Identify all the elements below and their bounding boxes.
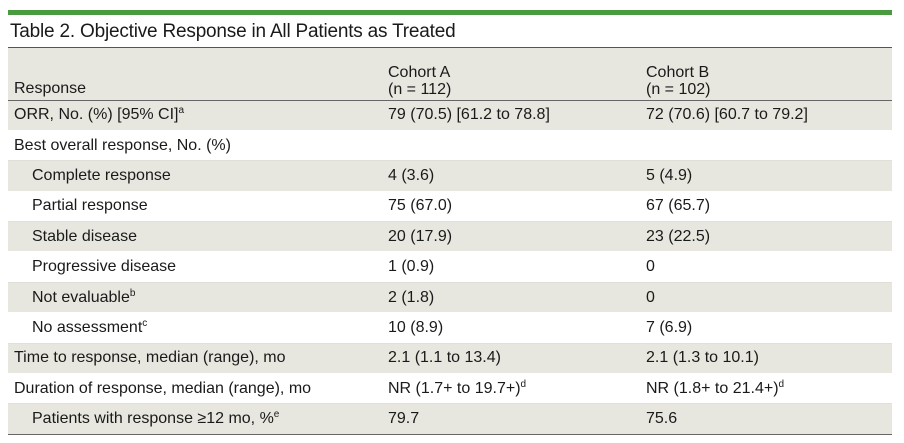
row-label-text: Partial response [32, 197, 148, 215]
table-row: Complete response 4 (3.6) 5 (4.9) [8, 160, 892, 192]
cohort-a-value-text: 75 (67.0) [388, 197, 453, 215]
row-label-text: Time to response, median (range), mo [14, 349, 286, 367]
footnote-marker: c [142, 317, 148, 329]
footnote-marker: e [273, 409, 280, 421]
cohort-a-value-text: 4 (3.6) [388, 166, 435, 184]
cohort-a-value-text: 2.1 (1.1 to 13.4) [388, 349, 501, 367]
cohort-b-value-text: 23 (22.5) [646, 227, 711, 245]
table-row: Not evaluableb 2 (1.8) 0 [8, 282, 892, 314]
row-label-text: Stable disease [32, 227, 137, 245]
cohort-a-value: 75 (67.0) [386, 191, 644, 223]
cohort-b-value-text: 2.1 (1.3 to 10.1) [646, 349, 759, 367]
row-label: Duration of response, median (range), mo [8, 373, 386, 405]
header-cohort-b: Cohort B (n = 102) [644, 48, 892, 101]
cohort-b-value: 0 [644, 282, 892, 314]
header-cohort-a: Cohort A (n = 112) [386, 48, 644, 101]
table-figure: Table 2. Objective Response in All Patie… [8, 10, 892, 435]
footnote-marker: d [520, 378, 527, 390]
cohort-a-value: 2 (1.8) [386, 282, 644, 314]
cohort-a-value: 10 (8.9) [386, 312, 644, 344]
cohort-b-value: 23 (22.5) [644, 221, 892, 253]
cohort-b-value: 5 (4.9) [644, 160, 892, 192]
cohort-b-value: 0 [644, 251, 892, 283]
cohort-a-value-text: 2 (1.8) [388, 288, 435, 306]
row-label-text: No assessment [32, 318, 143, 336]
cohort-a-value-text: NR (1.7+ to 19.7+) [388, 379, 521, 397]
row-label-text: ORR, No. (%) [95% CI] [14, 106, 179, 124]
cohort-b-value-text: 7 (6.9) [646, 318, 693, 336]
cohort-a-value-text: 10 (8.9) [388, 318, 444, 336]
row-label-text: Not evaluable [32, 288, 130, 306]
row-label: Not evaluableb [8, 282, 386, 314]
cohort-a-value: 79.7 [386, 403, 644, 435]
cohort-a-value-text: 79 (70.5) [61.2 to 78.8] [388, 106, 550, 124]
footnote-marker: b [129, 287, 136, 299]
cohort-a-value: 79 (70.5) [61.2 to 78.8] [386, 100, 644, 131]
footnote-marker: a [178, 105, 185, 117]
row-label-text: Duration of response, median (range), mo [14, 379, 312, 397]
footnote-marker: d [778, 378, 785, 390]
cohort-b-value-text: 0 [646, 258, 655, 276]
response-table: Response Cohort A (n = 112) Cohort B (n … [8, 48, 892, 435]
cohort-b-value: 7 (6.9) [644, 312, 892, 344]
table-row: No assessmentc 10 (8.9) 7 (6.9) [8, 312, 892, 344]
cohort-a-value: NR (1.7+ to 19.7+)d [386, 373, 644, 405]
cohort-a-value-text: 79.7 [388, 410, 420, 428]
cohort-b-value: 75.6 [644, 403, 892, 435]
cohort-b-value: 2.1 (1.3 to 10.1) [644, 343, 892, 375]
header-row: Response Cohort A (n = 112) Cohort B (n … [8, 48, 892, 101]
cohort-b-value-text: 72 (70.6) [60.7 to 79.2] [646, 106, 808, 124]
cohort-b-value-text: NR (1.8+ to 21.4+) [646, 379, 779, 397]
row-label-text: Best overall response, No. (%) [14, 136, 231, 154]
header-response: Response [8, 48, 386, 101]
cohort-a-value [386, 130, 644, 162]
cohort-a-value-text: 20 (17.9) [388, 227, 453, 245]
table-row: Duration of response, median (range), mo… [8, 373, 892, 405]
row-label: Best overall response, No. (%) [8, 130, 386, 162]
cohort-b-n: (n = 102) [646, 80, 711, 98]
table-row: ORR, No. (%) [95% CI]a 79 (70.5) [61.2 to… [8, 100, 892, 131]
cohort-b-value-text: 75.6 [646, 410, 678, 428]
table-row: Time to response, median (range), mo 2.1 … [8, 343, 892, 375]
table-row: Best overall response, No. (%) [8, 130, 892, 162]
cohort-a-value-text: 1 (0.9) [388, 258, 435, 276]
cohort-b-name: Cohort B [646, 63, 710, 81]
table-row: Partial response 75 (67.0) 67 (65.7) [8, 191, 892, 223]
cohort-b-value-text: 5 (4.9) [646, 166, 693, 184]
title-divider [8, 47, 892, 48]
row-label: Progressive disease [8, 251, 386, 283]
row-label-text: Progressive disease [32, 258, 177, 276]
cohort-a-value: 2.1 (1.1 to 13.4) [386, 343, 644, 375]
cohort-b-value-text: 0 [646, 288, 655, 306]
row-label: No assessmentc [8, 312, 386, 344]
cohort-b-value: NR (1.8+ to 21.4+)d [644, 373, 892, 405]
accent-bar [8, 10, 892, 15]
row-label-text: Patients with response ≥12 mo, % [32, 410, 274, 428]
row-label: ORR, No. (%) [95% CI]a [8, 100, 386, 131]
row-label: Time to response, median (range), mo [8, 343, 386, 375]
cohort-b-value: 67 (65.7) [644, 191, 892, 223]
row-label: Partial response [8, 191, 386, 223]
cohort-b-value-text: 67 (65.7) [646, 197, 711, 215]
table-row: Stable disease 20 (17.9) 23 (22.5) [8, 221, 892, 253]
cohort-a-value: 1 (0.9) [386, 251, 644, 283]
row-label-text: Complete response [32, 166, 171, 184]
table-title: Table 2. Objective Response in All Patie… [10, 21, 456, 42]
cohort-a-name: Cohort A [388, 63, 451, 81]
row-label: Complete response [8, 160, 386, 192]
cohort-a-n: (n = 112) [388, 80, 452, 98]
row-label: Stable disease [8, 221, 386, 253]
cohort-b-value: 72 (70.6) [60.7 to 79.2] [644, 100, 892, 131]
cohort-a-value: 20 (17.9) [386, 221, 644, 253]
cohort-a-value: 4 (3.6) [386, 160, 644, 192]
table-row: Progressive disease 1 (0.9) 0 [8, 251, 892, 283]
table-row: Patients with response ≥12 mo, %e 79.7 75.… [8, 403, 892, 435]
cohort-b-value [644, 130, 892, 162]
row-label: Patients with response ≥12 mo, %e [8, 403, 386, 435]
